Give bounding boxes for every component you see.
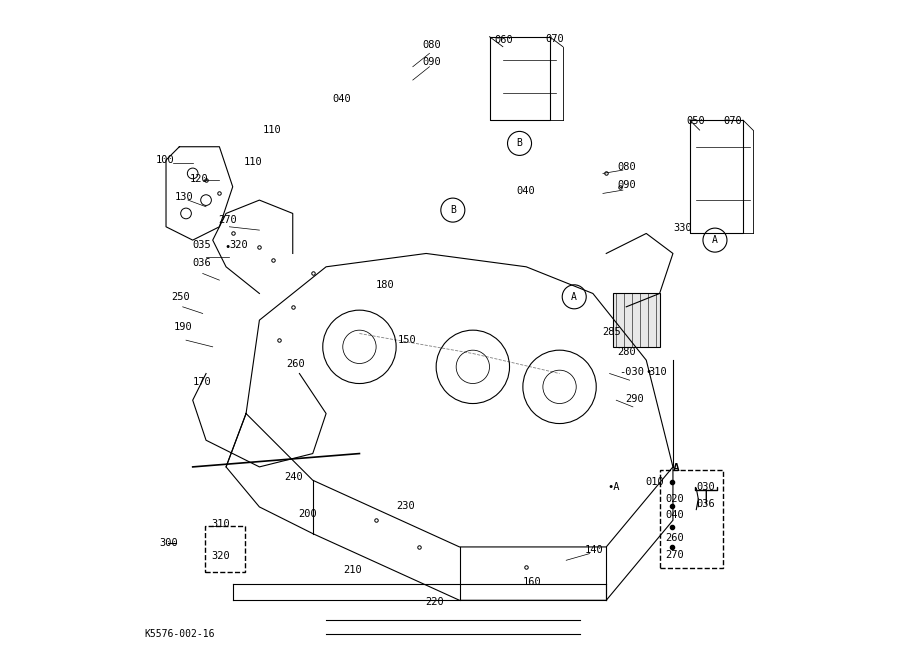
Text: 300: 300 xyxy=(159,538,178,548)
Text: 280: 280 xyxy=(618,348,636,357)
Text: 070: 070 xyxy=(545,34,563,43)
Text: A: A xyxy=(673,464,680,473)
Text: 260: 260 xyxy=(665,533,684,542)
Text: •: • xyxy=(645,368,652,377)
Text: B: B xyxy=(450,205,456,215)
Bar xyxy=(205,526,244,572)
Text: 070: 070 xyxy=(723,117,742,126)
Text: 036: 036 xyxy=(193,259,211,268)
Text: 200: 200 xyxy=(298,509,317,518)
Text: 036: 036 xyxy=(697,500,715,509)
Text: 100: 100 xyxy=(156,155,175,165)
Text: 140: 140 xyxy=(584,545,604,554)
Text: 190: 190 xyxy=(174,322,193,331)
Text: 080: 080 xyxy=(422,41,441,50)
Text: 285: 285 xyxy=(602,327,621,337)
Text: 040: 040 xyxy=(333,94,352,103)
Text: 310: 310 xyxy=(648,368,667,377)
Text: 080: 080 xyxy=(618,162,636,171)
Text: 060: 060 xyxy=(494,35,513,45)
Text: 110: 110 xyxy=(263,125,281,135)
Text: 330: 330 xyxy=(673,223,692,233)
Text: K5576-002-16: K5576-002-16 xyxy=(144,629,215,638)
Text: 270: 270 xyxy=(218,215,237,225)
Text: •A: •A xyxy=(607,482,620,492)
Text: 170: 170 xyxy=(193,378,211,387)
Text: 120: 120 xyxy=(189,174,208,183)
Text: 090: 090 xyxy=(422,57,441,67)
Text: 090: 090 xyxy=(618,181,636,190)
Text: 110: 110 xyxy=(244,157,263,167)
Text: 290: 290 xyxy=(625,394,643,404)
Text: A: A xyxy=(712,235,718,245)
Text: 210: 210 xyxy=(343,566,361,575)
Text: •: • xyxy=(225,242,231,251)
Text: 220: 220 xyxy=(425,597,444,606)
Text: 050: 050 xyxy=(686,117,705,126)
Text: 030: 030 xyxy=(697,482,715,492)
Text: 310: 310 xyxy=(211,520,230,529)
Text: 270: 270 xyxy=(665,550,684,560)
Text: B: B xyxy=(516,139,523,148)
Text: 035: 035 xyxy=(193,241,211,250)
Text: 320: 320 xyxy=(211,552,230,561)
Text: -030: -030 xyxy=(619,368,644,377)
Text: 260: 260 xyxy=(286,359,305,368)
Text: 250: 250 xyxy=(171,292,190,301)
Text: 180: 180 xyxy=(376,280,395,289)
Text: A: A xyxy=(572,292,577,301)
Bar xyxy=(660,470,723,568)
Text: 040: 040 xyxy=(665,510,684,520)
Text: 320: 320 xyxy=(230,241,248,250)
Text: 020: 020 xyxy=(665,494,684,504)
Text: 230: 230 xyxy=(396,501,414,510)
Bar xyxy=(613,293,660,347)
Text: 160: 160 xyxy=(523,577,541,586)
Text: 040: 040 xyxy=(516,186,535,195)
Text: 010: 010 xyxy=(645,477,664,486)
Text: 130: 130 xyxy=(175,192,193,201)
Text: 240: 240 xyxy=(285,472,303,482)
Text: 150: 150 xyxy=(398,336,417,345)
